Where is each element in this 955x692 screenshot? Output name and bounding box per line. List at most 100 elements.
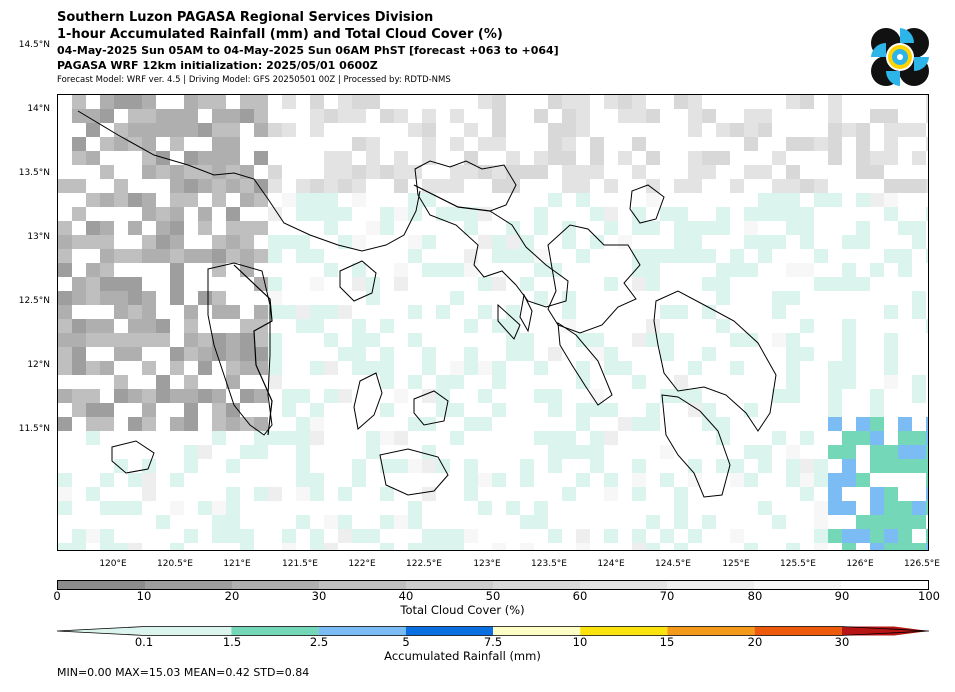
grid-cell [548, 389, 562, 403]
grid-cell [324, 333, 338, 347]
cloud-cover-swatch [232, 581, 319, 589]
grid-cell [268, 375, 282, 389]
grid-cell [240, 235, 254, 249]
grid-cell [86, 235, 100, 249]
grid-cell [870, 389, 884, 403]
grid-cell [436, 207, 450, 221]
grid-cell [100, 501, 114, 515]
grid-cell [450, 137, 464, 151]
grid-cell [268, 123, 282, 137]
grid-cell [786, 361, 800, 375]
cloud-cover-swatch [58, 581, 145, 589]
grid-cell [590, 403, 604, 417]
grid-cell [912, 445, 926, 459]
grid-cell [604, 179, 618, 193]
rainfall-legend-label: Accumulated Rainfall (mm) [384, 649, 541, 663]
grid-cell [100, 109, 114, 123]
grid-cell [156, 389, 170, 403]
grid-cell [128, 277, 142, 291]
grid-cell [128, 221, 142, 235]
grid-cell [128, 333, 142, 347]
grid-cell [786, 221, 800, 235]
grid-cell [380, 515, 394, 529]
coastline-marinduque [339, 260, 377, 302]
grid-cell [170, 389, 184, 403]
grid-cell [800, 319, 814, 333]
grid-cell [212, 235, 226, 249]
grid-cell [212, 291, 226, 305]
lat-label: 13°N [27, 232, 50, 242]
grid-cell [646, 221, 660, 235]
grid-cell [170, 473, 184, 487]
boundaries [233, 184, 491, 436]
grid-cell [170, 417, 184, 431]
grid-cell [744, 207, 758, 221]
grid-cell [772, 291, 786, 305]
grid-cell [352, 179, 366, 193]
grid-cell [422, 151, 436, 165]
grid-cell [534, 431, 548, 445]
grid-cell [618, 235, 632, 249]
grid-cell [674, 543, 688, 550]
rainfall-tick: 20 [747, 635, 763, 649]
grid-cell [520, 459, 534, 473]
grid-cell [100, 165, 114, 179]
grid-cell [226, 249, 240, 263]
grid-cell [394, 515, 408, 529]
grid-cell [58, 249, 72, 263]
grid-cell [100, 319, 114, 333]
grid-cell [758, 501, 772, 515]
grid-cell [212, 179, 226, 193]
grid-cell [156, 333, 170, 347]
grid-cell [744, 235, 758, 249]
grid-cell [604, 403, 618, 417]
grid-cell [114, 501, 128, 515]
grid-cell [240, 445, 254, 459]
grid-cell [548, 151, 562, 165]
grid-cell [604, 277, 618, 291]
grid-cell [632, 459, 646, 473]
grid-cell [870, 529, 884, 543]
grid-cell [170, 361, 184, 375]
coastline-ticao [519, 293, 533, 333]
grid-cell [212, 305, 226, 319]
grid-cell [478, 207, 492, 221]
grid-cell [842, 333, 856, 347]
coastline-sibuyan [413, 390, 449, 426]
grid-cell [688, 249, 702, 263]
grid-cell [660, 305, 674, 319]
grid-cell [86, 221, 100, 235]
grid-cell [128, 389, 142, 403]
grid-cell [226, 333, 240, 347]
grid-cell [240, 347, 254, 361]
grid-cell [548, 123, 562, 137]
grid-cell [562, 319, 576, 333]
grid-cell [632, 165, 646, 179]
grid-cell [282, 431, 296, 445]
grid-cell [170, 347, 184, 361]
grid-cell [450, 529, 464, 543]
grid-cell [352, 473, 366, 487]
grid-cell [100, 403, 114, 417]
grid-cell [142, 193, 156, 207]
grid-cell [436, 543, 450, 550]
grid-cell [898, 431, 912, 445]
grid-cell [198, 347, 212, 361]
grid-cell [254, 95, 268, 109]
grid-cell [100, 417, 114, 431]
grid-cell [170, 137, 184, 151]
lon-label: 121.5°E [282, 559, 318, 569]
grid-cell [814, 473, 828, 487]
grid-cell [856, 277, 870, 291]
grid-cell [450, 291, 464, 305]
grid-cell [72, 95, 86, 109]
region-boundary-mimaropa [233, 264, 273, 436]
grid-cell [660, 347, 674, 361]
grid-cell [156, 235, 170, 249]
grid-cell [688, 361, 702, 375]
grid-cell [492, 277, 506, 291]
grid-cell [688, 389, 702, 403]
grid-cell [688, 95, 702, 109]
grid-cell [492, 319, 506, 333]
grid-cell [128, 291, 142, 305]
